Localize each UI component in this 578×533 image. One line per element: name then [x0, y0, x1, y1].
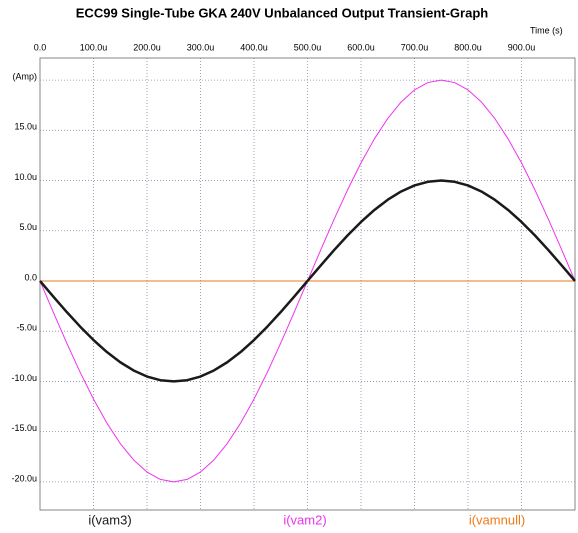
y-tick-label: 15.0u [14, 122, 37, 132]
x-axis-label: Time (s) [530, 25, 563, 35]
y-tick-label: -10.0u [11, 373, 37, 383]
x-tick-label: 900.0u [508, 42, 536, 52]
legend-label: i(vam3) [88, 512, 131, 527]
y-tick-label: -20.0u [11, 473, 37, 483]
legend-label: i(vam2) [283, 512, 326, 527]
chart-title: ECC99 Single-Tube GKA 240V Unbalanced Ou… [76, 5, 489, 20]
y-tick-label: -15.0u [11, 423, 37, 433]
x-tick-label: 300.0u [187, 42, 215, 52]
x-tick-label: 400.0u [240, 42, 268, 52]
x-tick-label: 800.0u [454, 42, 482, 52]
y-tick-label: 10.0u [14, 172, 37, 182]
y-tick-label: -5.0u [16, 323, 37, 333]
y-tick-label: 0.0 [24, 272, 37, 282]
x-tick-label: 600.0u [347, 42, 375, 52]
x-tick-label: 500.0u [294, 42, 322, 52]
x-tick-label: 200.0u [133, 42, 161, 52]
x-tick-label: 100.0u [80, 42, 108, 52]
legend-label: i(vamnull) [469, 512, 525, 527]
x-tick-label: 700.0u [401, 42, 429, 52]
x-tick-label: 0.0 [34, 42, 47, 52]
y-tick-label: (Amp) [13, 71, 38, 81]
series-line [39, 179, 576, 383]
y-tick-label: 5.0u [19, 222, 37, 232]
